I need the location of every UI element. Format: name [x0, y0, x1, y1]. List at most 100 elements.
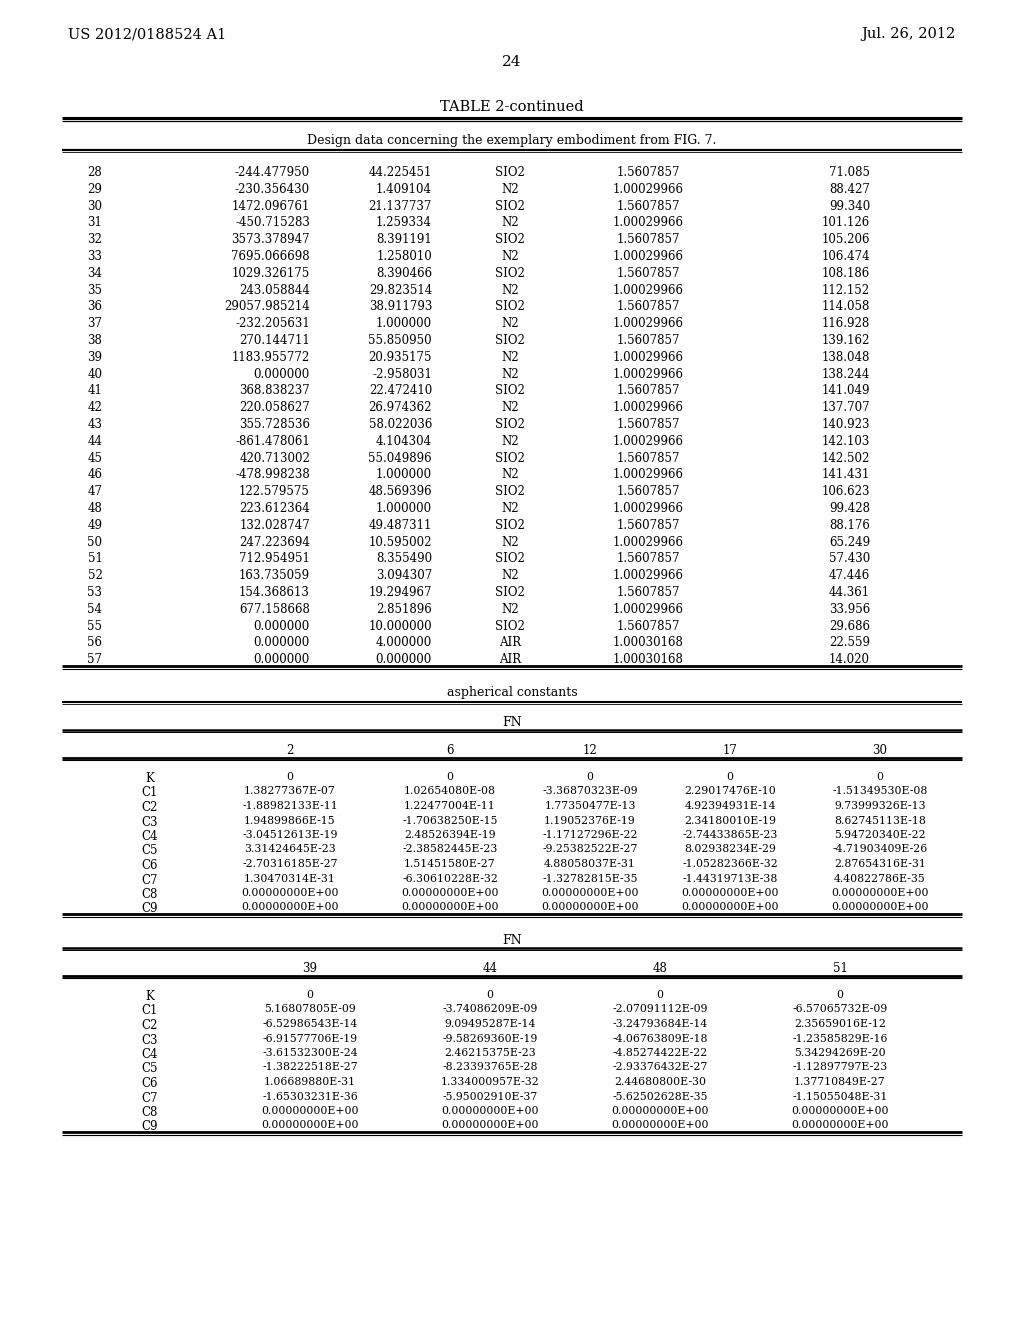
Text: C5: C5	[141, 845, 159, 858]
Text: 8.391191: 8.391191	[376, 234, 432, 247]
Text: 106.623: 106.623	[821, 486, 870, 498]
Text: -1.12897797E-23: -1.12897797E-23	[793, 1063, 888, 1072]
Text: 270.144711: 270.144711	[240, 334, 310, 347]
Text: -1.38222518E-27: -1.38222518E-27	[262, 1063, 357, 1072]
Text: 44.361: 44.361	[828, 586, 870, 599]
Text: 2.35659016E-12: 2.35659016E-12	[794, 1019, 886, 1030]
Text: -9.25382522E-27: -9.25382522E-27	[543, 845, 638, 854]
Text: 0.00000000E+00: 0.00000000E+00	[792, 1106, 889, 1115]
Text: 0.00000000E+00: 0.00000000E+00	[401, 888, 499, 898]
Text: 8.62745113E-18: 8.62745113E-18	[835, 816, 926, 825]
Text: 1.409104: 1.409104	[376, 182, 432, 195]
Text: -4.71903409E-26: -4.71903409E-26	[833, 845, 928, 854]
Text: 1.37710849E-27: 1.37710849E-27	[795, 1077, 886, 1086]
Text: 1.5607857: 1.5607857	[616, 519, 680, 532]
Text: 1.5607857: 1.5607857	[616, 199, 680, 213]
Text: 17: 17	[723, 744, 737, 756]
Text: 29.823514: 29.823514	[369, 284, 432, 297]
Text: 29: 29	[88, 182, 102, 195]
Text: 30: 30	[872, 744, 888, 756]
Text: 132.028747: 132.028747	[240, 519, 310, 532]
Text: 4.92394931E-14: 4.92394931E-14	[684, 801, 776, 810]
Text: 0.00000000E+00: 0.00000000E+00	[611, 1121, 709, 1130]
Text: 55.850950: 55.850950	[369, 334, 432, 347]
Text: C4: C4	[141, 1048, 159, 1061]
Text: 47: 47	[87, 486, 102, 498]
Text: 1.000000: 1.000000	[376, 502, 432, 515]
Text: 36: 36	[87, 301, 102, 313]
Text: 1.00029966: 1.00029966	[612, 216, 683, 230]
Text: 108.186: 108.186	[821, 267, 870, 280]
Text: 0.00000000E+00: 0.00000000E+00	[542, 888, 639, 898]
Text: 1.30470314E-31: 1.30470314E-31	[244, 874, 336, 883]
Text: N2: N2	[501, 367, 519, 380]
Text: 42: 42	[88, 401, 102, 414]
Text: SIO2: SIO2	[495, 267, 525, 280]
Text: -861.478061: -861.478061	[236, 434, 310, 447]
Text: aspherical constants: aspherical constants	[446, 686, 578, 700]
Text: 1.5607857: 1.5607857	[616, 301, 680, 313]
Text: 39: 39	[87, 351, 102, 364]
Text: 7695.066698: 7695.066698	[231, 249, 310, 263]
Text: 10.000000: 10.000000	[369, 619, 432, 632]
Text: 116.928: 116.928	[821, 317, 870, 330]
Text: -2.93376432E-27: -2.93376432E-27	[612, 1063, 708, 1072]
Text: 49.487311: 49.487311	[369, 519, 432, 532]
Text: SIO2: SIO2	[495, 301, 525, 313]
Text: 34: 34	[87, 267, 102, 280]
Text: 122.579575: 122.579575	[240, 486, 310, 498]
Text: C3: C3	[141, 1034, 159, 1047]
Text: 22.559: 22.559	[829, 636, 870, 649]
Text: -1.05282366E-32: -1.05282366E-32	[682, 859, 778, 869]
Text: N2: N2	[501, 502, 519, 515]
Text: 49: 49	[87, 519, 102, 532]
Text: 0: 0	[587, 772, 594, 781]
Text: 3573.378947: 3573.378947	[231, 234, 310, 247]
Text: -3.36870323E-09: -3.36870323E-09	[542, 787, 638, 796]
Text: -4.06763809E-18: -4.06763809E-18	[612, 1034, 708, 1044]
Text: N2: N2	[501, 603, 519, 616]
Text: C1: C1	[141, 787, 158, 800]
Text: 1.00029966: 1.00029966	[612, 434, 683, 447]
Text: 105.206: 105.206	[821, 234, 870, 247]
Text: 163.735059: 163.735059	[239, 569, 310, 582]
Text: C6: C6	[141, 1077, 159, 1090]
Text: 32: 32	[88, 234, 102, 247]
Text: 0.00000000E+00: 0.00000000E+00	[242, 903, 339, 912]
Text: SIO2: SIO2	[495, 486, 525, 498]
Text: 1.5607857: 1.5607857	[616, 267, 680, 280]
Text: 37: 37	[87, 317, 102, 330]
Text: 1.258010: 1.258010	[376, 249, 432, 263]
Text: 44.225451: 44.225451	[369, 166, 432, 180]
Text: K: K	[145, 772, 155, 785]
Text: 114.058: 114.058	[821, 301, 870, 313]
Text: 9.73999326E-13: 9.73999326E-13	[835, 801, 926, 810]
Text: 2.851896: 2.851896	[376, 603, 432, 616]
Text: 3.094307: 3.094307	[376, 569, 432, 582]
Text: -450.715283: -450.715283	[236, 216, 310, 230]
Text: 33: 33	[87, 249, 102, 263]
Text: C2: C2	[141, 801, 158, 814]
Text: K: K	[145, 990, 155, 1003]
Text: 51: 51	[88, 552, 102, 565]
Text: 1.00029966: 1.00029966	[612, 401, 683, 414]
Text: 48: 48	[88, 502, 102, 515]
Text: SIO2: SIO2	[495, 234, 525, 247]
Text: 0: 0	[486, 990, 494, 1001]
Text: 0.00000000E+00: 0.00000000E+00	[831, 903, 929, 912]
Text: 243.058844: 243.058844	[240, 284, 310, 297]
Text: 99.340: 99.340	[828, 199, 870, 213]
Text: 5.16807805E-09: 5.16807805E-09	[264, 1005, 356, 1015]
Text: 355.728536: 355.728536	[239, 418, 310, 432]
Text: 4.000000: 4.000000	[376, 636, 432, 649]
Text: 0.00000000E+00: 0.00000000E+00	[261, 1106, 358, 1115]
Text: -1.88982133E-11: -1.88982133E-11	[242, 801, 338, 810]
Text: 247.223694: 247.223694	[240, 536, 310, 549]
Text: SIO2: SIO2	[495, 418, 525, 432]
Text: 12: 12	[583, 744, 597, 756]
Text: 1.51451580E-27: 1.51451580E-27	[404, 859, 496, 869]
Text: 21.137737: 21.137737	[369, 199, 432, 213]
Text: 0: 0	[877, 772, 884, 781]
Text: -1.51349530E-08: -1.51349530E-08	[833, 787, 928, 796]
Text: 1.00029966: 1.00029966	[612, 603, 683, 616]
